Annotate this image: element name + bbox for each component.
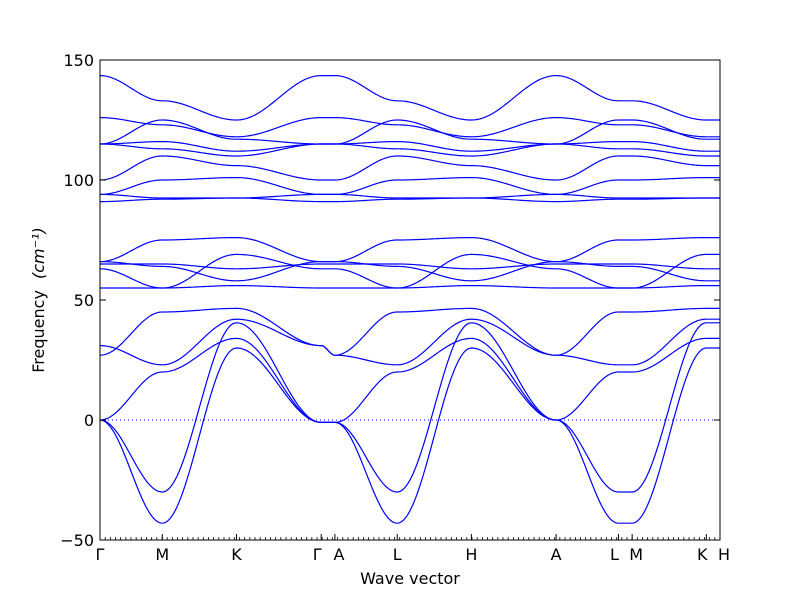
x-tick-label: Γ [313,545,322,564]
x-tick-label: H [465,545,477,564]
x-tick-label: Γ [96,545,105,564]
phonon-bands [100,74,720,524]
band-line-b14 [100,155,720,181]
band-line-b12 [100,193,720,199]
x-tick-label: M [629,545,643,564]
y-tick-label: 150 [63,51,94,70]
band-line-b8 [100,253,720,289]
band-line-b13 [100,177,720,196]
band-line-b19 [100,74,720,121]
band-line-b16 [100,141,720,152]
band-line-b6 [100,285,720,289]
band-line-b17 [100,119,720,145]
x-tick-label: K [697,545,708,564]
y-axis-title-unit: (cm⁻¹) [29,227,48,279]
band-line-b5 [100,307,720,356]
x-tick-label: A [551,545,562,564]
band-line-b7 [100,260,720,282]
band-line-b10 [100,237,720,263]
y-tick-label: 100 [63,171,94,190]
x-tick-label: L [610,545,619,564]
band-line-b3 [100,337,720,423]
plot-area-background [100,60,720,540]
y-axis-ticks: −50 0 50 100 150 [60,51,720,550]
y-axis-title-text: Frequency [29,290,48,373]
band-line-b15 [100,143,720,157]
band-line-b18 [100,116,720,138]
x-tick-label: M [155,545,169,564]
band-line-b4 [100,318,720,366]
y-tick-label: 0 [84,411,94,430]
band-line-b2 [100,347,720,524]
x-tick-label: L [393,545,402,564]
band-line-b1 [100,322,720,493]
band-line-b9 [100,263,720,270]
x-tick-label: H [718,545,730,564]
y-tick-label: 50 [74,291,94,310]
x-tick-label: A [333,545,344,564]
x-axis-title: Wave vector [360,569,460,588]
x-tick-label: K [231,545,242,564]
y-tick-label: −50 [60,531,94,550]
y-axis-title: Frequency (cm⁻¹) [29,227,48,372]
